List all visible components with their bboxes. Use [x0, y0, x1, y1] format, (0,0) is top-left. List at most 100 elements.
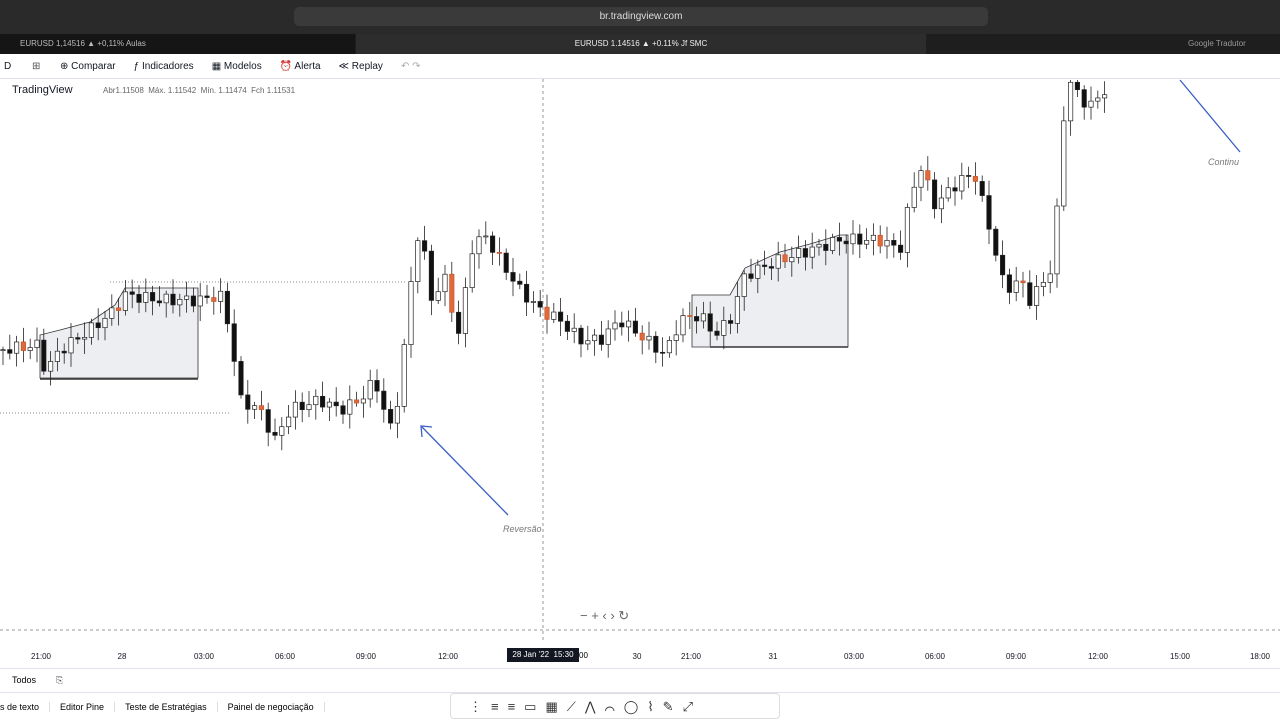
- candle-part: [993, 228, 999, 256]
- candle-part: [408, 281, 414, 345]
- time: 15:30: [553, 650, 574, 659]
- alert[interactable]: ⏰ Alerta: [279, 60, 321, 72]
- candle-part: [748, 273, 754, 279]
- candle-part: [415, 240, 421, 282]
- candle-part: [238, 361, 244, 396]
- label: Modelos: [223, 60, 262, 72]
- candle-part: [721, 320, 727, 336]
- candle-part: [598, 334, 604, 345]
- candle-part: [340, 405, 346, 415]
- candle-part: [88, 322, 94, 338]
- candle-part: [456, 311, 462, 334]
- candle-part: [728, 320, 734, 324]
- url-bar[interactable]: br.tradingview.com: [294, 7, 988, 26]
- time-label: 12:00: [437, 652, 459, 661]
- drawing-tools[interactable]: ⋮≡≡▭▦⟋⋀⌒◯⌇✎⤢: [450, 693, 780, 719]
- candle-part: [904, 207, 910, 253]
- candle-part: [585, 340, 591, 345]
- candle-part: [503, 252, 509, 273]
- candle-part: [762, 264, 768, 267]
- candle-part: [564, 320, 570, 332]
- candle-part: [462, 287, 468, 334]
- candle-part: [320, 395, 326, 408]
- candle-part: [231, 323, 237, 362]
- candle-part: [102, 317, 108, 329]
- candle-part: [170, 293, 176, 306]
- tab[interactable]: Editor Pine: [50, 702, 116, 712]
- candle-part: [925, 170, 931, 181]
- value: 1.11531: [266, 86, 296, 95]
- time-label: 12:00: [1087, 652, 1109, 661]
- candle-part: [1020, 280, 1026, 284]
- candle-part: [435, 291, 441, 301]
- zoom-controls[interactable]: − + ‹ › ↻: [580, 608, 629, 623]
- candle-part: [354, 399, 360, 404]
- candle-part: [687, 315, 693, 317]
- range[interactable]: Todos: [12, 675, 37, 685]
- candle-part: [972, 176, 978, 182]
- label: Fch: [251, 86, 265, 95]
- candle-part: [891, 240, 897, 246]
- time-label: 15:00: [1169, 652, 1191, 661]
- candle-part: [279, 426, 285, 436]
- candle-part: [265, 409, 271, 433]
- candle-part: [734, 296, 740, 324]
- candle-part: [809, 246, 815, 258]
- candle-part: [0, 349, 6, 351]
- annotation: Continu: [1208, 157, 1239, 167]
- candle-part: [442, 273, 448, 293]
- candle-part: [626, 320, 632, 328]
- label: Máx.: [148, 86, 166, 95]
- time-label: 18:00: [1249, 652, 1271, 661]
- candle-part: [646, 335, 652, 341]
- time-label: 28: [117, 652, 127, 661]
- candle-part: [156, 300, 162, 304]
- browser-bar: br.tradingview.com: [0, 0, 1280, 34]
- compare[interactable]: ⊕ Comparar: [60, 60, 116, 72]
- candle-part: [82, 336, 88, 340]
- candle-part: [666, 340, 672, 354]
- candle-part: [660, 351, 666, 354]
- candle-part: [122, 291, 128, 311]
- tab[interactable]: EURUSD 1,14516 ▲ +0,11% Aulas: [0, 34, 355, 54]
- label: Mín.: [200, 86, 217, 95]
- label: Abr: [103, 86, 116, 95]
- candle-part: [218, 290, 224, 302]
- candle-part: [326, 401, 332, 408]
- time-label: 03:00: [193, 652, 215, 661]
- indicators[interactable]: ƒ Indicadores: [133, 60, 194, 72]
- candle-part: [1081, 89, 1087, 108]
- candle-part: [843, 240, 849, 245]
- candle-part: [388, 409, 394, 424]
- candle-part: [20, 341, 26, 351]
- date: 28 Jan '22: [512, 650, 550, 659]
- candle-part: [422, 240, 428, 252]
- candle-part: [1088, 100, 1094, 108]
- candle-part: [347, 399, 353, 415]
- tab[interactable]: Painel de negociação: [218, 702, 325, 712]
- candle-part: [469, 253, 475, 288]
- candle-part: [714, 330, 720, 336]
- candle-part: [68, 337, 74, 354]
- tab[interactable]: EURUSD 1.14516 ▲ +0.11% Jf SMC: [356, 34, 926, 54]
- time-label: 09:00: [355, 652, 377, 661]
- replay[interactable]: ≪ Replay: [338, 60, 383, 72]
- candle-part: [1047, 273, 1053, 283]
- templates[interactable]: ▦ Modelos: [211, 60, 262, 72]
- candle-part: [952, 187, 958, 192]
- tab[interactable]: Teste de Estratégias: [115, 702, 218, 712]
- value: 1.11542: [167, 86, 197, 95]
- candle-part: [816, 243, 822, 248]
- tab[interactable]: Google Tradutor: [1188, 39, 1246, 48]
- candle-part: [41, 339, 47, 372]
- candle-part: [286, 416, 292, 428]
- candle-part: [558, 311, 564, 322]
- candle-part: [898, 244, 904, 253]
- candle-part: [605, 328, 611, 345]
- candle-part: [61, 350, 67, 354]
- candle-part: [394, 406, 400, 424]
- interval[interactable]: D: [4, 60, 12, 72]
- time-label: 06:00: [924, 652, 946, 661]
- candle-part: [449, 273, 455, 313]
- tab[interactable]: s de texto: [0, 702, 51, 712]
